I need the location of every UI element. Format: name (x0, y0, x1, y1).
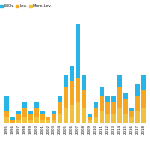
Bar (28, 120, 33, 123)
Bar (4, 111, 9, 117)
Bar (105, 96, 110, 102)
Bar (52, 111, 56, 114)
Bar (4, 117, 9, 123)
Bar (82, 108, 86, 123)
Bar (4, 96, 9, 111)
Bar (129, 108, 134, 111)
Bar (117, 75, 122, 87)
Bar (64, 87, 68, 108)
Bar (40, 120, 45, 123)
Bar (129, 111, 134, 117)
Bar (141, 90, 146, 108)
Bar (111, 114, 116, 123)
Bar (16, 120, 21, 123)
Bar (135, 96, 140, 111)
Bar (16, 111, 21, 114)
Bar (76, 24, 80, 78)
Bar (100, 87, 104, 96)
Bar (88, 114, 92, 117)
Bar (10, 117, 15, 120)
Bar (88, 117, 92, 120)
Bar (76, 102, 80, 123)
Bar (117, 108, 122, 123)
Bar (58, 96, 62, 102)
Bar (40, 111, 45, 114)
Bar (70, 81, 74, 105)
Bar (46, 117, 50, 120)
Bar (22, 108, 27, 117)
Bar (94, 117, 98, 123)
Bar (123, 114, 128, 123)
Bar (105, 102, 110, 114)
Bar (111, 102, 116, 114)
Bar (64, 108, 68, 123)
Bar (123, 99, 128, 114)
Bar (105, 114, 110, 123)
Bar (94, 102, 98, 108)
Bar (88, 120, 92, 123)
Bar (94, 108, 98, 117)
Bar (111, 96, 116, 102)
Bar (58, 114, 62, 123)
Bar (141, 75, 146, 90)
Bar (123, 93, 128, 99)
Bar (46, 120, 50, 123)
Bar (22, 117, 27, 123)
Bar (52, 114, 56, 120)
Bar (70, 66, 74, 81)
Bar (28, 114, 33, 120)
Bar (16, 114, 21, 120)
Bar (34, 117, 39, 123)
Bar (76, 78, 80, 102)
Bar (82, 90, 86, 108)
Bar (22, 102, 27, 108)
Bar (34, 102, 39, 108)
Bar (100, 96, 104, 111)
Bar (40, 114, 45, 120)
Legend: LBOs, Lev., More-Lev.: LBOs, Lev., More-Lev. (0, 4, 53, 8)
Bar (117, 87, 122, 108)
Bar (10, 120, 15, 123)
Bar (58, 102, 62, 114)
Bar (34, 108, 39, 117)
Bar (129, 117, 134, 123)
Bar (135, 111, 140, 123)
Bar (52, 120, 56, 123)
Bar (70, 105, 74, 123)
Bar (135, 84, 140, 96)
Bar (82, 75, 86, 90)
Bar (100, 111, 104, 123)
Bar (64, 75, 68, 87)
Bar (28, 111, 33, 114)
Bar (141, 108, 146, 123)
